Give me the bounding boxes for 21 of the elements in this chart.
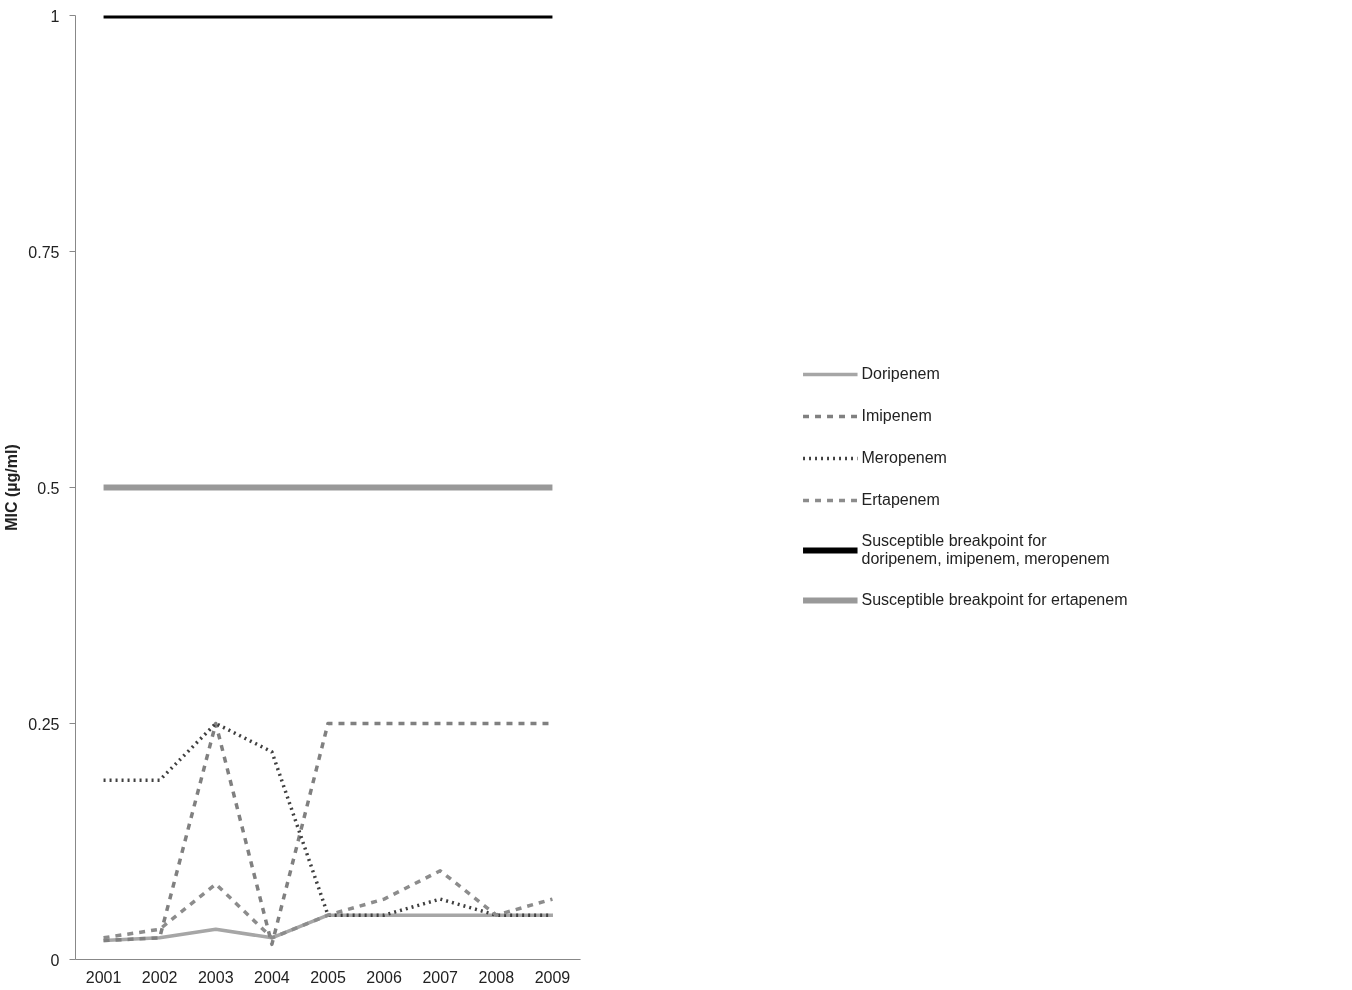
y-tick-label: 0.75 bbox=[28, 243, 60, 261]
x-tick-label: 2002 bbox=[141, 968, 178, 986]
legend-label: Susceptible breakpoint for doripenem, imipenem, meropenem bbox=[861, 532, 1110, 568]
y-tick-label: 0.25 bbox=[28, 715, 60, 733]
x-tick-label: 2003 bbox=[197, 968, 234, 986]
y-tick-label: 0 bbox=[50, 951, 60, 969]
x-tick-label: 2001 bbox=[85, 968, 122, 986]
x-tick-label: 2005 bbox=[310, 968, 346, 986]
legend-label: Ertapenem bbox=[861, 491, 940, 509]
x-tick-label: 2009 bbox=[534, 968, 571, 986]
legend-label: Imipenem bbox=[861, 407, 932, 425]
y-tick-label: 1 bbox=[50, 7, 60, 25]
x-tick-label: 2007 bbox=[422, 968, 459, 986]
legend-label: Susceptible breakpoint for ertapenem bbox=[861, 591, 1128, 609]
y-axis-title: MIC (µg/ml) bbox=[3, 444, 21, 531]
y-tick-label: 0.5 bbox=[37, 479, 60, 497]
x-tick-label: 2008 bbox=[478, 968, 515, 986]
x-tick-label: 2004 bbox=[254, 968, 290, 986]
x-tick-label: 2006 bbox=[366, 968, 403, 986]
legend-label: Doripenem bbox=[861, 365, 940, 383]
legend-label: Meropenem bbox=[861, 449, 947, 467]
